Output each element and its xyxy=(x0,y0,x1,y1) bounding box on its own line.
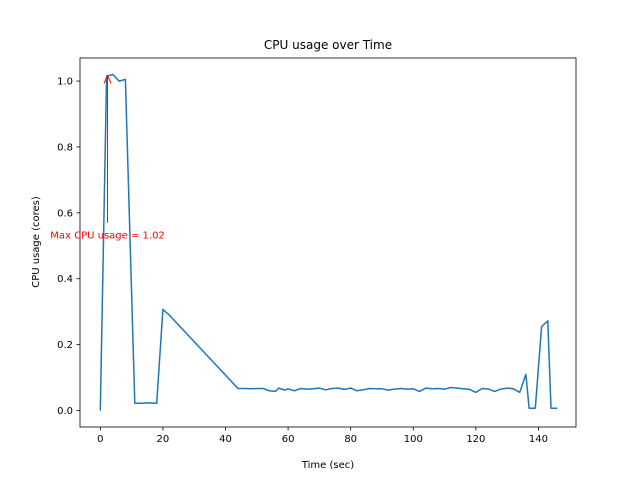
y-axis-label: CPU usage (cores) xyxy=(31,196,42,288)
annotation-text: Max CPU usage = 1.02 xyxy=(50,231,165,242)
x-axis: 0 20 40 60 80 100 120 140 xyxy=(97,427,548,445)
x-tick-label: 140 xyxy=(529,434,548,445)
annotation: Max CPU usage = 1.02 xyxy=(50,74,165,242)
plot-area xyxy=(99,73,558,411)
x-tick-label: 40 xyxy=(219,434,232,445)
y-axis: 0.0 0.2 0.4 0.6 0.8 1.0 xyxy=(57,77,80,417)
x-tick-label: 0 xyxy=(97,434,103,445)
series-line xyxy=(99,73,558,411)
y-tick-label: 0.8 xyxy=(57,142,73,153)
axes-frame xyxy=(79,57,577,428)
y-tick-label: 0.2 xyxy=(57,340,73,351)
y-tick-label: 0.4 xyxy=(57,274,73,285)
chart-title: CPU usage over Time xyxy=(264,38,392,52)
y-tick-label: 0.0 xyxy=(57,406,73,417)
x-tick-label: 80 xyxy=(344,434,357,445)
x-tick-label: 120 xyxy=(466,434,485,445)
x-tick-label: 100 xyxy=(404,434,423,445)
annotation-arrowhead xyxy=(103,74,112,84)
y-tick-label: 0.6 xyxy=(57,208,73,219)
x-axis-label: Time (sec) xyxy=(301,460,354,471)
y-tick-label: 1.0 xyxy=(57,77,73,88)
x-tick-label: 60 xyxy=(282,434,295,445)
x-tick-label: 20 xyxy=(157,434,170,445)
